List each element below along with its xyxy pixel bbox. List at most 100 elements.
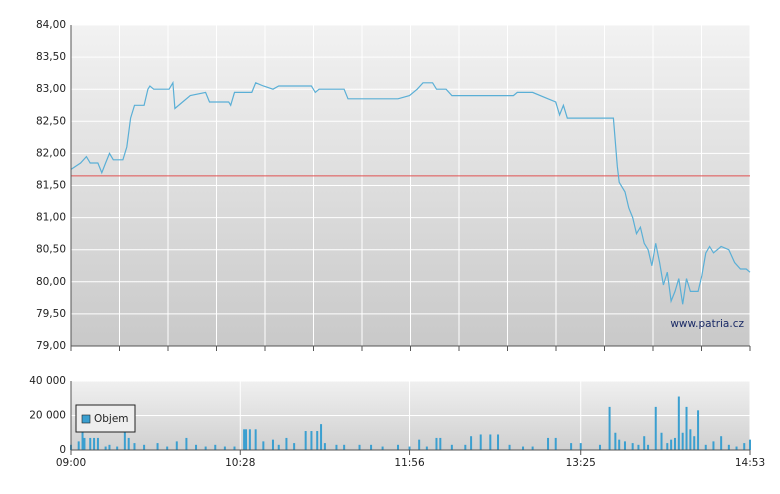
volume-bar [673, 437, 676, 450]
volume-bar [435, 437, 438, 450]
volume-bar [285, 437, 288, 450]
x-tick-label: 14:53 [735, 457, 765, 469]
volume-bar [214, 444, 217, 450]
y-tick-label: 79,00 [36, 340, 66, 352]
volume-bar [743, 443, 746, 450]
volume-bar [254, 429, 257, 450]
volume-bar [654, 406, 657, 450]
y-tick-label: 81,00 [36, 212, 66, 224]
volume-bar [320, 424, 323, 450]
volume-bar [470, 436, 473, 450]
legend-label: Objem [94, 413, 129, 425]
volume-bar [522, 446, 525, 450]
volume-bar [127, 437, 130, 450]
legend-swatch [81, 414, 91, 424]
volume-bar [479, 434, 482, 450]
x-tick-label: 09:00 [56, 457, 86, 469]
volume-bar [720, 436, 723, 450]
y-tick-label: 82,50 [36, 115, 66, 127]
volume-bar [335, 444, 338, 450]
volume-bar [489, 434, 492, 450]
volume-bar [570, 443, 573, 450]
x-tick-label: 10:28 [225, 457, 255, 469]
volume-bar [531, 446, 534, 450]
price-line [70, 80, 751, 305]
y-tick-label: 80,00 [36, 276, 66, 288]
volume-bar [96, 437, 99, 450]
volume-bar [248, 429, 251, 450]
volume-bar [77, 441, 80, 450]
volume-bar [133, 443, 136, 450]
volume-bar [104, 446, 107, 450]
volume-bar [166, 446, 169, 450]
y-tick-label: 83,00 [36, 83, 66, 95]
y-tick-label: 79,50 [36, 308, 66, 320]
y-tick-label: 84,00 [36, 19, 66, 31]
volume-bar [323, 443, 326, 450]
volume-bar [670, 439, 673, 450]
y-tick-label: 20 000 [29, 410, 66, 422]
volume-bar [508, 444, 511, 450]
y-tick-label: 0 [59, 444, 66, 456]
volume-bar [735, 446, 738, 450]
y-tick-label: 82,00 [36, 147, 66, 159]
volume-bar [293, 443, 296, 450]
volume-bar [108, 444, 111, 450]
volume-bar [554, 437, 557, 450]
volume-bar [195, 444, 198, 450]
watermark: www.patria.cz [670, 318, 744, 330]
volume-bar [749, 439, 751, 450]
volume-bar [579, 443, 582, 450]
volume-bar [233, 446, 236, 450]
volume-bar [693, 436, 696, 450]
volume-bar [727, 444, 730, 450]
volume-bar [689, 429, 692, 450]
volume-bar [614, 432, 617, 450]
volume-bar [598, 444, 601, 450]
volume-bar [608, 406, 611, 450]
volume-bar [89, 437, 92, 450]
volume-bar [666, 443, 669, 450]
volume-bar [704, 444, 707, 450]
volume-bar [370, 444, 373, 450]
volume-bar [304, 431, 307, 450]
volume-bar [243, 429, 246, 450]
volume-bar [381, 446, 384, 450]
volume-bar [262, 441, 265, 450]
volume-bar [116, 446, 119, 450]
volume-bar [245, 429, 248, 450]
volume-bar [271, 439, 274, 450]
volume-bar [408, 446, 411, 450]
volume-bar [697, 410, 700, 450]
volume-bar [623, 441, 626, 450]
volume-bar [343, 444, 346, 450]
volume-bar [439, 437, 442, 450]
volume-bar [204, 446, 207, 450]
volume-bar [316, 431, 319, 450]
x-tick-label: 13:25 [566, 457, 596, 469]
volume-bar [175, 441, 178, 450]
y-tick-label: 80,50 [36, 244, 66, 256]
volume-bar [712, 441, 715, 450]
volume-bar [631, 443, 634, 450]
volume-bar [123, 429, 126, 450]
volume-bar [185, 437, 188, 450]
volume-bar [450, 444, 453, 450]
volume-bar [310, 431, 313, 450]
volume-bar [93, 437, 96, 450]
y-tick-label: 83,50 [36, 51, 66, 63]
volume-bar [660, 432, 663, 450]
volume-bar [547, 437, 550, 450]
volume-bar [277, 444, 280, 450]
volume-bar [83, 437, 86, 450]
y-tick-label: 81,50 [36, 180, 66, 192]
volume-bar [396, 444, 399, 450]
volume-bar [637, 444, 640, 450]
volume-bar [156, 443, 159, 450]
volume-bar [681, 432, 684, 450]
volume-bar [497, 434, 500, 450]
x-tick-label: 11:56 [394, 457, 425, 469]
volume-bar [418, 439, 421, 450]
